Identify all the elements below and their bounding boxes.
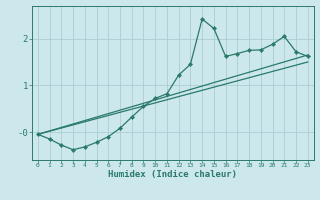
X-axis label: Humidex (Indice chaleur): Humidex (Indice chaleur): [108, 170, 237, 179]
